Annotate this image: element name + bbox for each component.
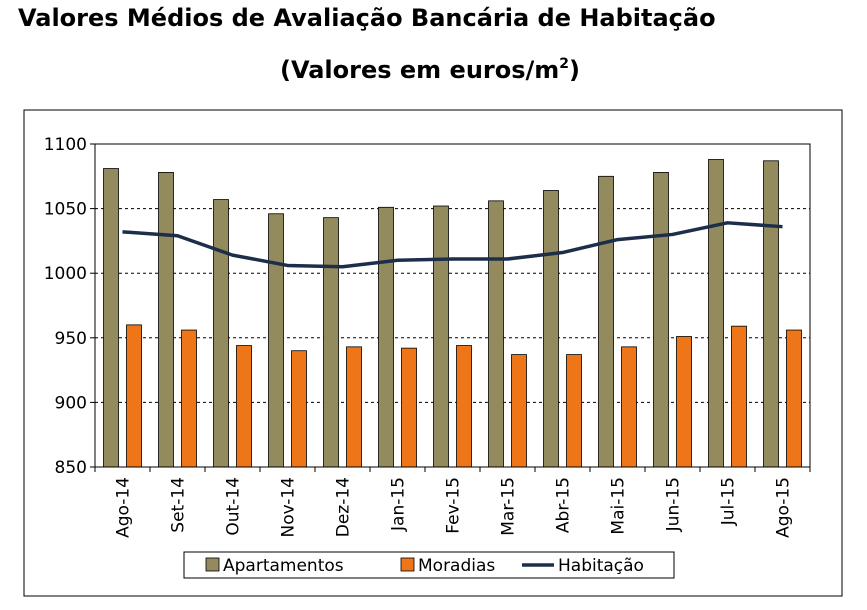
legend-swatch-apartamentos [205,557,220,572]
x-tick-label-Jan-15: Jan-15 [389,477,409,532]
x-tick-label-Fev-15: Fev-15 [444,477,464,534]
y-tick-label-1000: 1000 [44,264,87,284]
bar-moradias-Jul-15 [731,325,747,468]
x-tick-label-Abr-15: Abr-15 [554,477,574,533]
bar-apartamentos-Mar-15 [488,200,504,468]
habitacao-line-group [122,221,783,269]
subtitle-superscript: 2 [559,56,570,72]
bar-moradias-Mar-15 [511,354,527,468]
bar-moradias-Jun-15 [676,336,692,468]
bar-apartamentos-Jan-15 [378,206,394,468]
legend: Apartamentos Moradias Habitação [183,551,675,579]
x-tick-label-Jul-15: Jul-15 [719,477,739,526]
bar-moradias-Out-14 [236,345,252,468]
x-tick-label-Ago-14: Ago-14 [114,477,134,538]
line-habitacao [122,221,783,269]
bar-moradias-Nov-14 [291,350,307,468]
axes: 850 900 950 1000 1050 1100 Ago-14 Set-14 Out-14 N… [44,135,811,538]
y-tick-label-850: 850 [55,458,87,478]
bar-apartamentos-Abr-15 [543,190,559,468]
bar-apartamentos-Ago-15 [763,160,779,468]
x-tick-label-Mar-15: Mar-15 [499,477,519,536]
x-tick-label-Jun-15: Jun-15 [664,477,684,532]
bar-apartamentos-Ago-14 [103,168,119,468]
chart-subtitle: (Valores em euros/m2) [280,56,580,84]
bar-apartamentos-Nov-14 [268,213,284,468]
chart-title: Valores Médios de Avaliação Bancária de … [18,4,716,32]
bar-moradias-Dez-14 [346,346,362,468]
bar-moradias-Mai-15 [621,346,637,468]
bar-moradias-Jan-15 [401,347,417,468]
bar-apartamentos-Set-14 [158,172,174,468]
bar-moradias-Set-14 [181,329,197,468]
legend-label-apartamentos: Apartamentos [223,556,344,576]
plot-area-border [94,143,811,468]
legend-swatch-moradias [400,557,415,572]
bar-moradias-Ago-15 [786,329,802,468]
legend-label-habitacao: Habitação [558,556,644,576]
bar-apartamentos-Mai-15 [598,175,614,468]
bar-apartamentos-Jul-15 [708,159,724,468]
y-tick-label-950: 950 [55,329,87,349]
x-tick-label-Set-14: Set-14 [169,477,189,533]
x-tick-label-Mai-15: Mai-15 [609,477,629,535]
bar-apartamentos-Out-14 [213,199,229,468]
x-tick-label-Out-14: Out-14 [224,477,244,536]
legend-box [183,551,675,579]
bar-moradias-Ago-14 [126,324,142,468]
bar-moradias-Fev-15 [456,345,472,468]
x-tick-label-Ago-15: Ago-15 [774,477,794,538]
bar-apartamentos-Jun-15 [653,172,669,468]
bar-apartamentos-Dez-14 [323,217,339,468]
y-tick-label-1050: 1050 [44,200,87,220]
x-tick-label-Dez-14: Dez-14 [334,477,354,537]
legend-label-moradias: Moradias [418,556,495,576]
y-tick-label-900: 900 [55,393,87,413]
y-tick-label-1100: 1100 [44,135,87,155]
bars [103,159,802,468]
x-tick-label-Nov-14: Nov-14 [279,477,299,538]
bar-moradias-Abr-15 [566,354,582,468]
bar-apartamentos-Fev-15 [433,205,449,468]
